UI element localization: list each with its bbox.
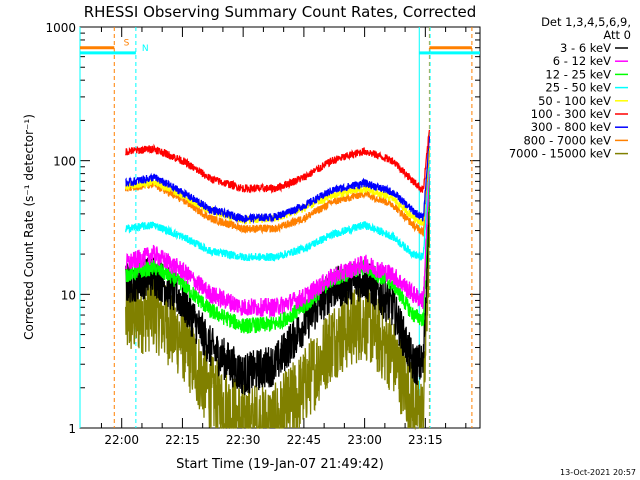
x-axis-label: Start Time (19-Jan-07 21:49:42)	[176, 457, 384, 472]
legend-entry-label: 800 - 7000 keV	[523, 133, 611, 147]
legend-entry-label: 25 - 50 keV	[545, 81, 611, 95]
x-tick-label: 22:45	[287, 433, 322, 447]
legend-header-line: Det 1,3,4,5,6,9,	[541, 15, 631, 29]
series-line-12-25-keV	[125, 176, 431, 334]
legend-entry-label: 7000 - 15000 keV	[509, 147, 611, 161]
flag-annotation: S	[124, 39, 130, 49]
y-tick-label: 10	[61, 288, 76, 302]
series-line-6-12-keV	[125, 170, 431, 319]
legend-entry-label: 3 - 6 keV	[560, 41, 611, 55]
x-tick-label: 22:15	[165, 433, 200, 447]
legend-entry-label: 50 - 100 keV	[538, 94, 611, 108]
y-tick-label: 1000	[45, 21, 76, 35]
y-tick-label: 1	[68, 422, 76, 436]
series-line-25-50-keV	[125, 161, 431, 262]
legend-entry-label: 300 - 800 keV	[531, 120, 611, 134]
series-line-3-6-keV	[125, 178, 431, 396]
timestamp-label: 13-Oct-2021 20:57	[560, 468, 636, 477]
series-line-300-800-keV	[125, 136, 431, 225]
legend-entry-label: 100 - 300 keV	[531, 107, 611, 121]
legend-entry-label: 12 - 25 keV	[545, 67, 611, 81]
legend: Det 1,3,4,5,6,9, Att 0 3 - 6 keV 6 - 12 …	[509, 15, 631, 161]
x-tick-label: 23:00	[347, 433, 382, 447]
flag-annotation: N	[142, 44, 149, 54]
y-tick-label: 100	[53, 155, 76, 169]
series-group	[125, 129, 431, 431]
series-line-800-7000-keV	[125, 149, 431, 237]
chart-title: RHESSI Observing Summary Count Rates, Co…	[84, 3, 477, 21]
x-tick-label: 22:30	[226, 433, 261, 447]
x-tick-label: 22:00	[104, 433, 139, 447]
series-line-100-300-keV	[125, 129, 431, 194]
x-tick-labels: 22:00 22:15 22:30 22:45 23:00 23:15	[104, 433, 442, 447]
y-tick-labels: 1 10 100 1000	[45, 21, 76, 436]
legend-entry-label: 6 - 12 keV	[553, 54, 611, 68]
x-tick-label: 23:15	[408, 433, 443, 447]
y-axis-label: Corrected Count Rate (s⁻¹ detector⁻¹)	[22, 114, 36, 340]
series-line-7000-15000-keV	[125, 205, 431, 431]
legend-header-line: Att 0	[603, 28, 631, 42]
